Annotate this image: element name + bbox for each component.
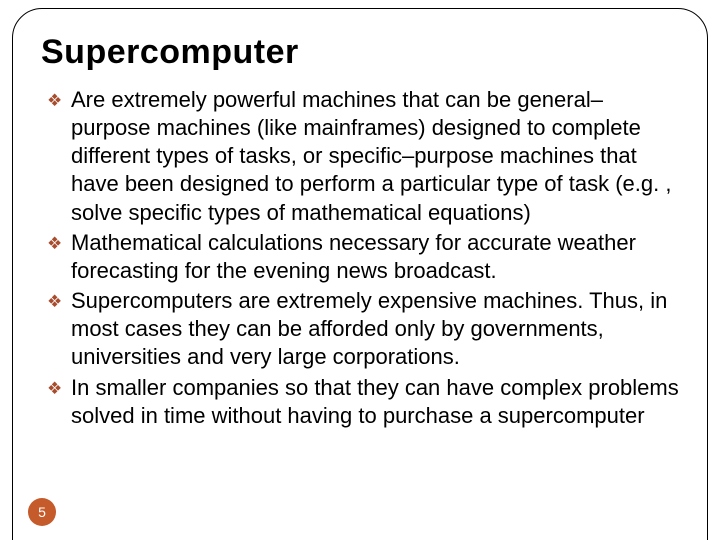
diamond-bullet-icon: ❖ bbox=[47, 90, 62, 112]
diamond-bullet-icon: ❖ bbox=[47, 378, 62, 400]
list-item: ❖ Are extremely powerful machines that c… bbox=[47, 86, 679, 227]
bullet-text: Mathematical calculations necessary for … bbox=[71, 230, 636, 283]
slide: Supercomputer ❖ Are extremely powerful m… bbox=[0, 0, 720, 540]
list-item: ❖ Supercomputers are extremely expensive… bbox=[47, 287, 679, 371]
bullet-text: Supercomputers are extremely expensive m… bbox=[71, 288, 667, 369]
page-number: 5 bbox=[38, 504, 46, 520]
page-number-badge: 5 bbox=[28, 498, 56, 526]
diamond-bullet-icon: ❖ bbox=[47, 233, 62, 255]
bullet-text: Are extremely powerful machines that can… bbox=[71, 87, 671, 225]
slide-frame: Supercomputer ❖ Are extremely powerful m… bbox=[12, 8, 708, 540]
diamond-bullet-icon: ❖ bbox=[47, 291, 62, 313]
bullet-list: ❖ Are extremely powerful machines that c… bbox=[41, 86, 679, 430]
list-item: ❖ Mathematical calculations necessary fo… bbox=[47, 229, 679, 285]
bullet-text: In smaller companies so that they can ha… bbox=[71, 375, 679, 428]
slide-title: Supercomputer bbox=[41, 33, 679, 72]
list-item: ❖ In smaller companies so that they can … bbox=[47, 374, 679, 430]
